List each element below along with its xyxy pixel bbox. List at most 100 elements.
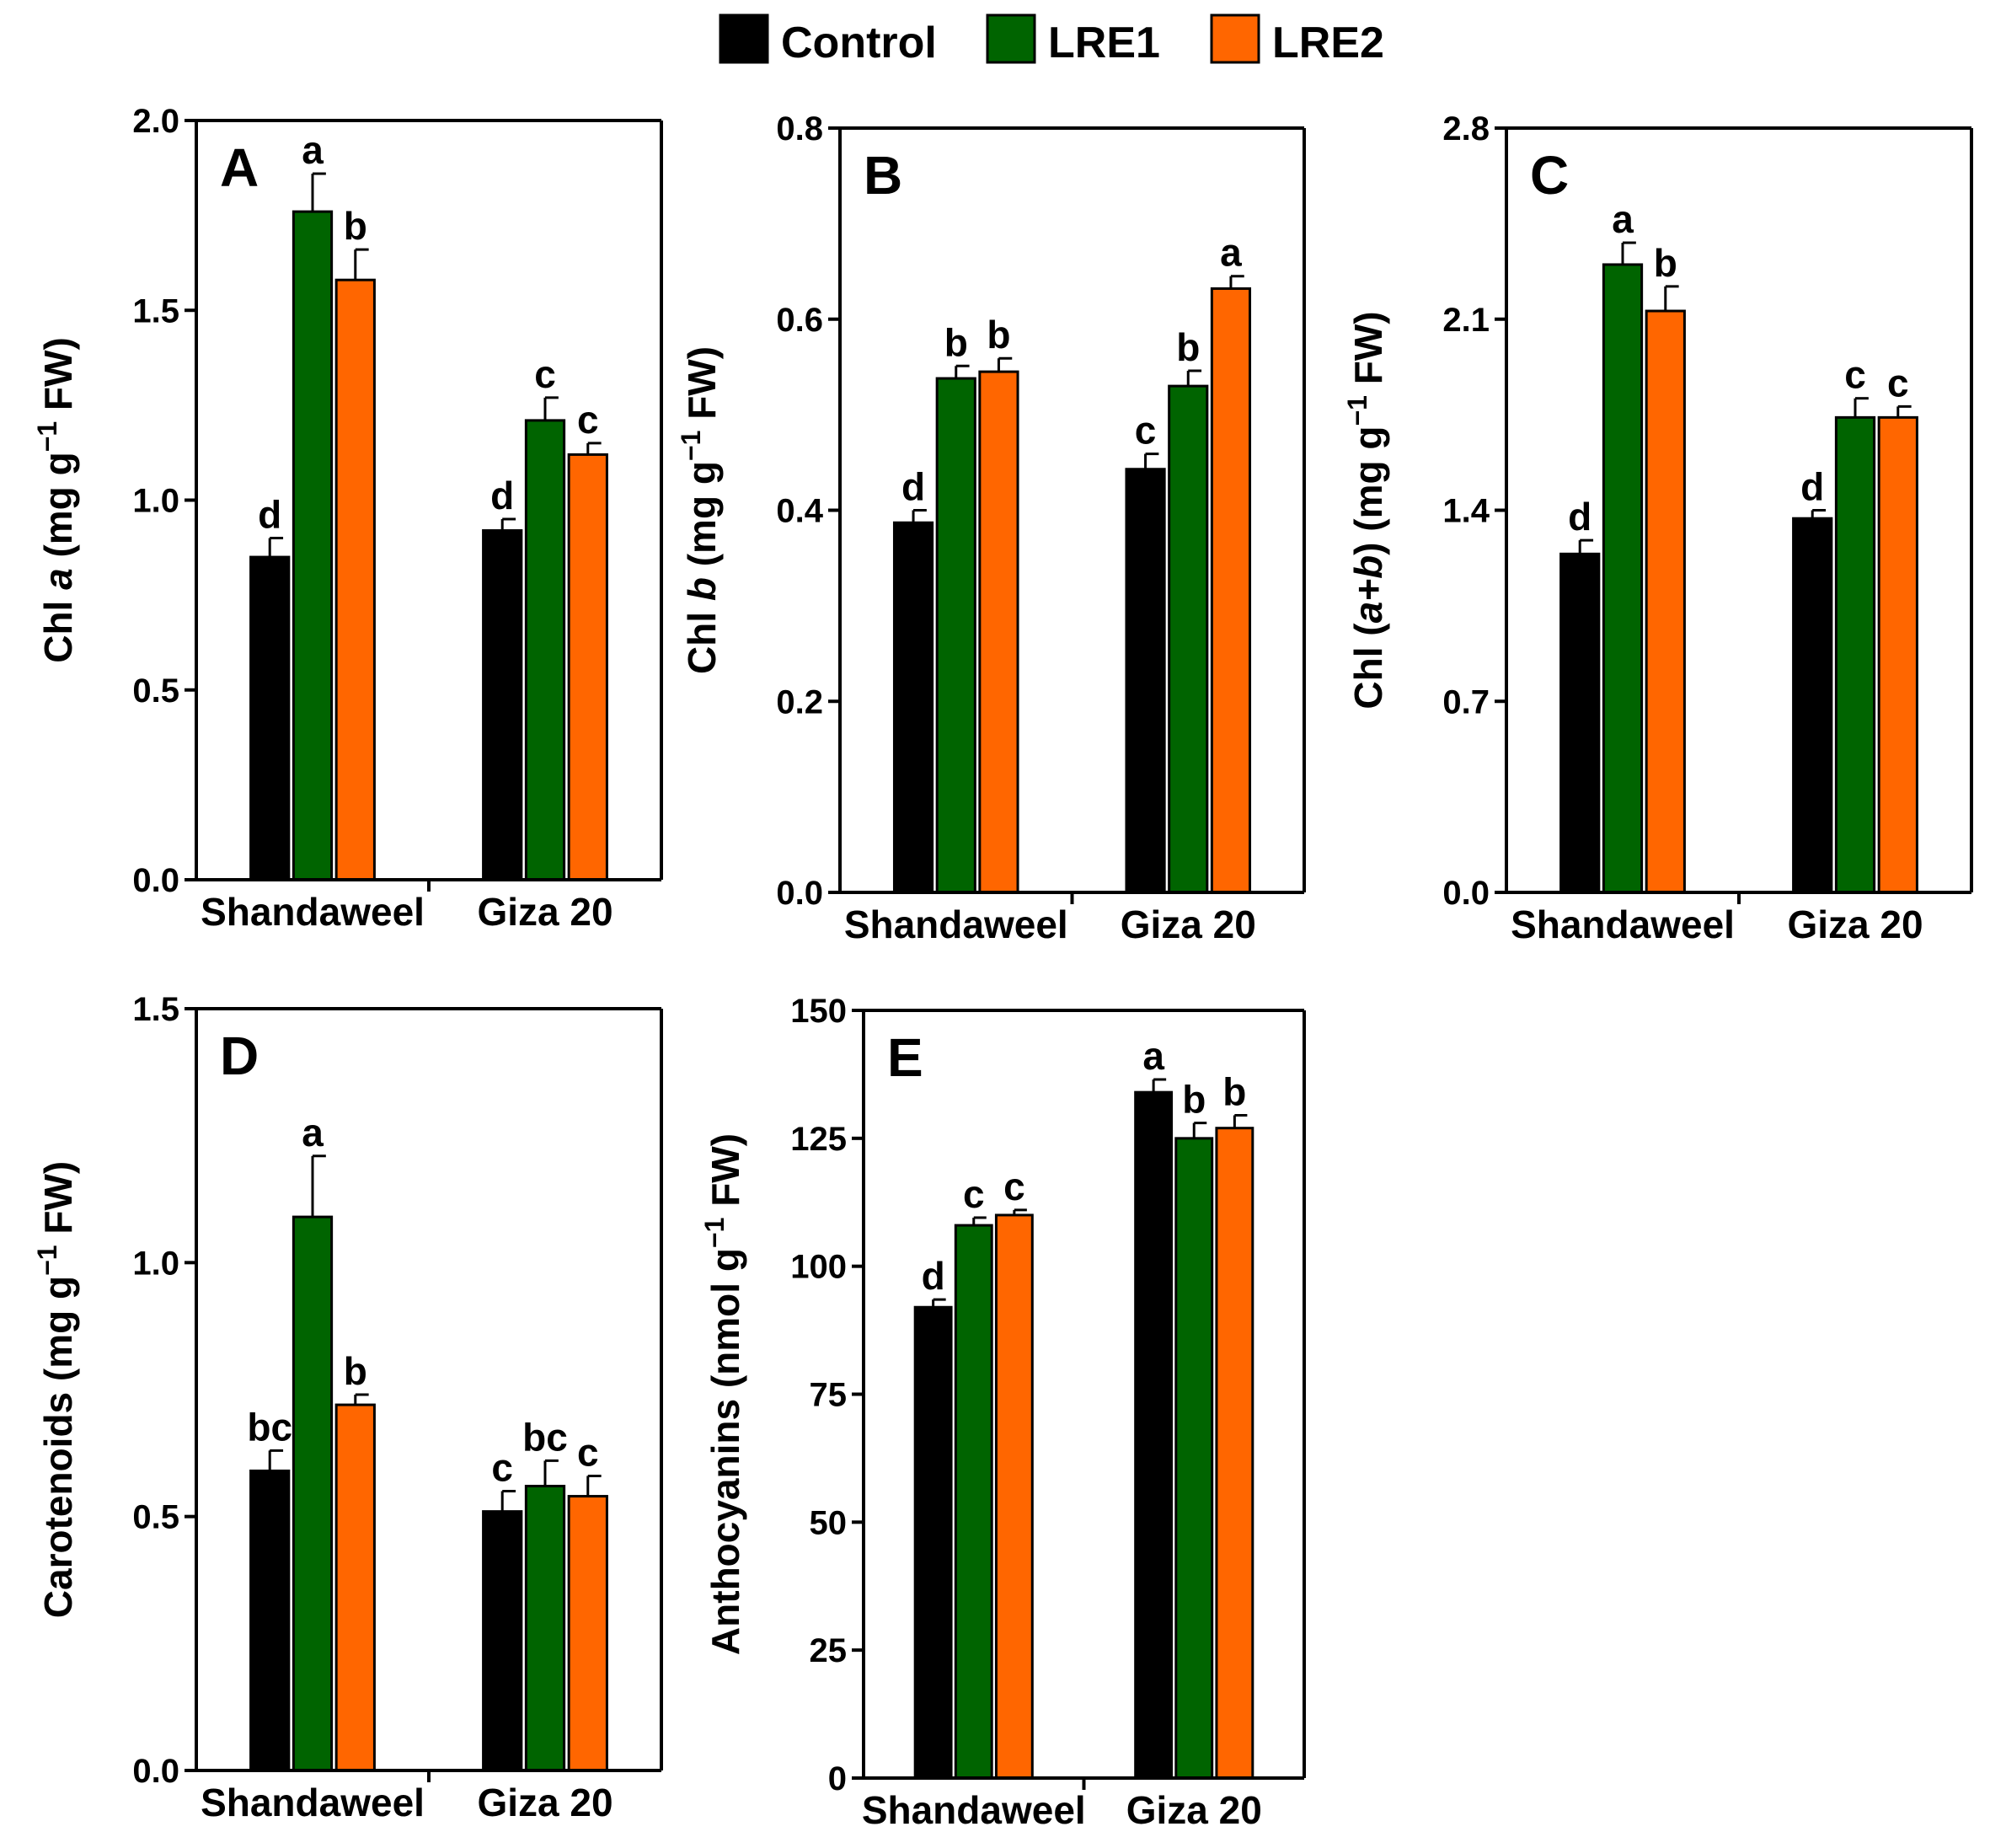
- y-tick-label: 50: [810, 1504, 848, 1541]
- y-tick-label: 0.0: [776, 875, 823, 912]
- panel-letter: D: [220, 1026, 259, 1086]
- bar-lre1-1: [1168, 384, 1209, 894]
- x-tick-label: Giza 20: [1787, 903, 1923, 946]
- significance-letter: c: [1887, 361, 1909, 404]
- x-tick-label: Shandaweel: [844, 903, 1068, 946]
- y-axis-label-part: FW): [680, 346, 724, 431]
- panel-letter: E: [887, 1027, 923, 1088]
- significance-letter: c: [491, 1446, 513, 1490]
- y-tick-label: 0.5: [132, 672, 179, 710]
- significance-letter: d: [1800, 465, 1824, 509]
- panel-letter: C: [1530, 145, 1569, 206]
- y-axis-label-part: Chl (: [1346, 623, 1390, 710]
- y-tick-label: 100: [790, 1249, 847, 1286]
- significance-letter: c: [1003, 1165, 1025, 1208]
- significance-letter: b: [944, 320, 968, 364]
- y-axis-label-part: FW): [36, 337, 80, 421]
- legend-swatch-control: [719, 13, 769, 64]
- y-axis-label: Chl (a+b) (mg g−1 FW): [1342, 311, 1390, 709]
- x-tick-label: Giza 20: [1121, 903, 1256, 946]
- panel-letter: A: [220, 137, 259, 198]
- significance-letter: c: [1135, 409, 1157, 453]
- y-tick-label: 2.0: [132, 103, 179, 140]
- y-tick-label: 0.8: [776, 110, 823, 147]
- bar-control-0: [249, 555, 291, 881]
- bar-lre2-0: [978, 370, 1019, 894]
- y-tick-label: 75: [810, 1377, 848, 1414]
- significance-letter: a: [1142, 1034, 1164, 1078]
- x-tick-label: Giza 20: [477, 1781, 613, 1824]
- x-tick-label: Shandaweel: [1511, 903, 1735, 946]
- legend-label-control: Control: [781, 19, 937, 67]
- bar-control-0: [913, 1305, 953, 1780]
- y-axis-label-part: Anthocyanins (nmol g: [703, 1248, 747, 1655]
- significance-letter: b: [1654, 241, 1677, 285]
- legend-swatch-lre1: [986, 13, 1036, 64]
- significance-letter: c: [577, 398, 599, 442]
- y-tick-label: 0.0: [1442, 875, 1490, 912]
- y-axis-label-part: −1: [32, 421, 62, 452]
- bar-lre1-0: [935, 377, 976, 894]
- significance-letter: bc: [247, 1405, 292, 1449]
- legend-label-lre2: LRE2: [1272, 19, 1384, 67]
- bar-lre2-0: [334, 1403, 376, 1772]
- significance-letter: d: [490, 474, 514, 517]
- y-tick-label: 0: [828, 1760, 847, 1797]
- y-axis-label-part: Carotenoids (mg g: [36, 1276, 80, 1618]
- significance-letter: c: [577, 1430, 599, 1474]
- y-axis-label-part: Chl: [36, 590, 80, 663]
- x-tick-label: Shandaweel: [201, 1781, 425, 1824]
- y-tick-label: 0.0: [132, 862, 179, 899]
- x-tick-label: Shandaweel: [201, 890, 425, 934]
- y-tick-label: 1.0: [132, 1245, 179, 1282]
- y-axis-label: Carotenoids (mg g−1 FW): [32, 1161, 80, 1618]
- bar-lre1-0: [292, 210, 334, 881]
- y-axis-label: Anthocyanins (nmol g−1 FW): [699, 1133, 747, 1655]
- y-axis-label-part: FW): [36, 1161, 80, 1245]
- significance-letter: b: [987, 313, 1010, 356]
- bar-lre2-0: [994, 1213, 1034, 1780]
- y-axis-label-part: ) (mg g: [1346, 426, 1390, 555]
- bar-lre1-1: [524, 1485, 566, 1772]
- y-axis-label-part: FW): [1346, 311, 1390, 395]
- y-axis-label-part: b: [680, 577, 724, 601]
- y-axis-label-part: −1: [699, 1218, 730, 1248]
- legend-label-lre1: LRE1: [1048, 19, 1160, 67]
- y-tick-label: 1.5: [132, 292, 179, 329]
- significance-letter: b: [1182, 1078, 1206, 1122]
- significance-letter: d: [1568, 495, 1591, 538]
- bar-control-0: [892, 521, 934, 894]
- significance-letter: c: [963, 1172, 985, 1216]
- y-axis-label-part: a: [36, 568, 80, 590]
- y-tick-label: 150: [790, 993, 847, 1030]
- x-tick-label: Giza 20: [1126, 1788, 1262, 1832]
- significance-letter: b: [1176, 325, 1200, 369]
- bar-lre2-1: [1215, 1127, 1254, 1780]
- bar-lre2-0: [334, 278, 376, 881]
- y-tick-label: 1.0: [132, 483, 179, 520]
- bar-control-0: [249, 1469, 291, 1772]
- y-tick-label: 0.0: [132, 1753, 179, 1790]
- panel-letter: B: [864, 145, 902, 206]
- legend: Control LRE1 LRE2: [719, 13, 1384, 67]
- bar-lre2-1: [567, 453, 608, 881]
- y-tick-label: 0.7: [1442, 683, 1490, 720]
- y-tick-label: 0.2: [776, 683, 823, 720]
- significance-letter: b: [344, 204, 367, 248]
- y-axis-label-part: −1: [1342, 395, 1372, 426]
- bar-control-1: [1792, 517, 1833, 894]
- y-axis-label-part: (mg g: [680, 461, 724, 577]
- chart-panel-c: d ab Shandaweel d c c Giza 20 0.0 0.7 1.4 2.1 2.8 C C…: [1342, 110, 1973, 946]
- significance-letter: a: [302, 1111, 324, 1154]
- y-axis-label: Chl b (mg g−1 FW): [676, 346, 724, 674]
- significance-letter: a: [1612, 197, 1634, 241]
- significance-letter: bc: [522, 1415, 568, 1459]
- y-axis-label-part: FW): [703, 1133, 747, 1218]
- bar-lre1-1: [1834, 415, 1876, 894]
- bar-control-0: [1559, 552, 1601, 894]
